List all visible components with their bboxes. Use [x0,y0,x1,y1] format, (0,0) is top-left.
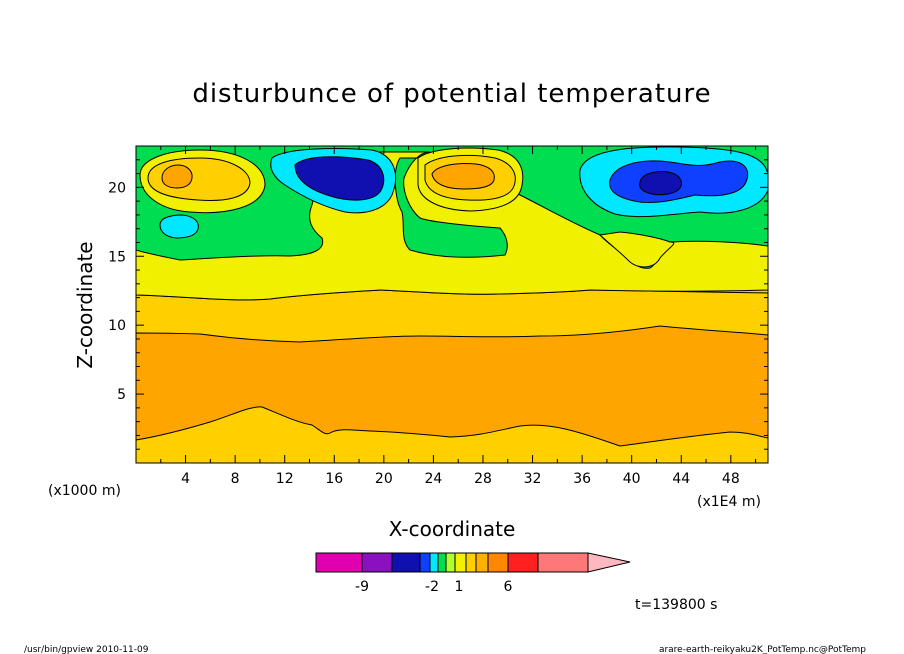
colorbar [315,552,631,573]
colorbar-swatch [537,552,589,573]
colorbar-label: 6 [504,579,513,595]
x-tick-label: 12 [276,471,294,487]
colorbar-swatch [315,552,363,573]
colorbar-swatch [429,552,439,573]
colorbar-swatch [507,552,539,573]
colorbar-swatch [475,552,489,573]
chart-title: disturbunce of potential temperature [192,79,711,109]
y-tick-label: 10 [108,318,126,334]
x-tick-label: 28 [474,471,492,487]
x-tick-label: 48 [722,471,740,487]
colorbar-label: -9 [355,579,369,595]
x-tick-label: 40 [623,471,641,487]
x-tick-label: 44 [672,471,690,487]
x-tick-label: 32 [524,471,542,487]
x-unit-right: (x1E4 m) [697,494,761,510]
colorbar-label: -2 [425,579,439,595]
footer-left: /usr/bin/gpview 2010-11-09 [24,645,149,654]
contour-fill-peak-top-left [161,164,193,189]
y-tick-label: 20 [108,180,126,196]
contour-fill-blue-center [294,156,385,201]
x-axis: 4 8 12 16 20 24 28 32 36 40 44 48 [160,146,757,487]
x-unit-left: (x1000 m) [48,483,121,499]
x-tick-label: 36 [573,471,591,487]
colorbar-labels: -9 -2 1 6 [355,579,513,595]
contour-fill-yellow-inner [598,231,675,268]
contour-fill-peak-mid [431,163,495,190]
colorbar-swatch [391,552,421,573]
colorbar-arrow [587,552,631,573]
contour-fill-navy-right [639,171,682,196]
colorbar-swatch [445,552,456,573]
x-axis-label: X-coordinate [389,517,516,541]
time-label: t=139800 s [635,597,717,613]
y-tick-label: 5 [117,387,126,403]
colorbar-swatch [487,552,509,573]
colorbar-swatch [419,552,431,573]
x-tick-label: 4 [181,471,190,487]
contour-fill-orange-band [136,325,768,447]
x-tick-label: 20 [375,471,393,487]
contour-fill-cyan-small [159,214,199,239]
colorbar-swatch [454,552,467,573]
plot-frame [135,145,769,464]
colorbar-swatch [437,552,447,573]
y-axis-label: Z-coordinate [73,241,97,368]
colorbar-swatch [361,552,393,573]
x-tick-label: 8 [231,471,240,487]
footer-right: arare-earth-reikyaku2K_PotTemp.nc@PotTem… [659,645,866,654]
y-axis: 5 10 15 20 [108,159,768,450]
x-tick-label: 24 [424,471,442,487]
x-tick-label: 16 [325,471,343,487]
contour-field [136,146,768,463]
y-tick-label: 15 [108,249,126,265]
colorbar-swatch [465,552,477,573]
colorbar-label: 1 [455,579,464,595]
